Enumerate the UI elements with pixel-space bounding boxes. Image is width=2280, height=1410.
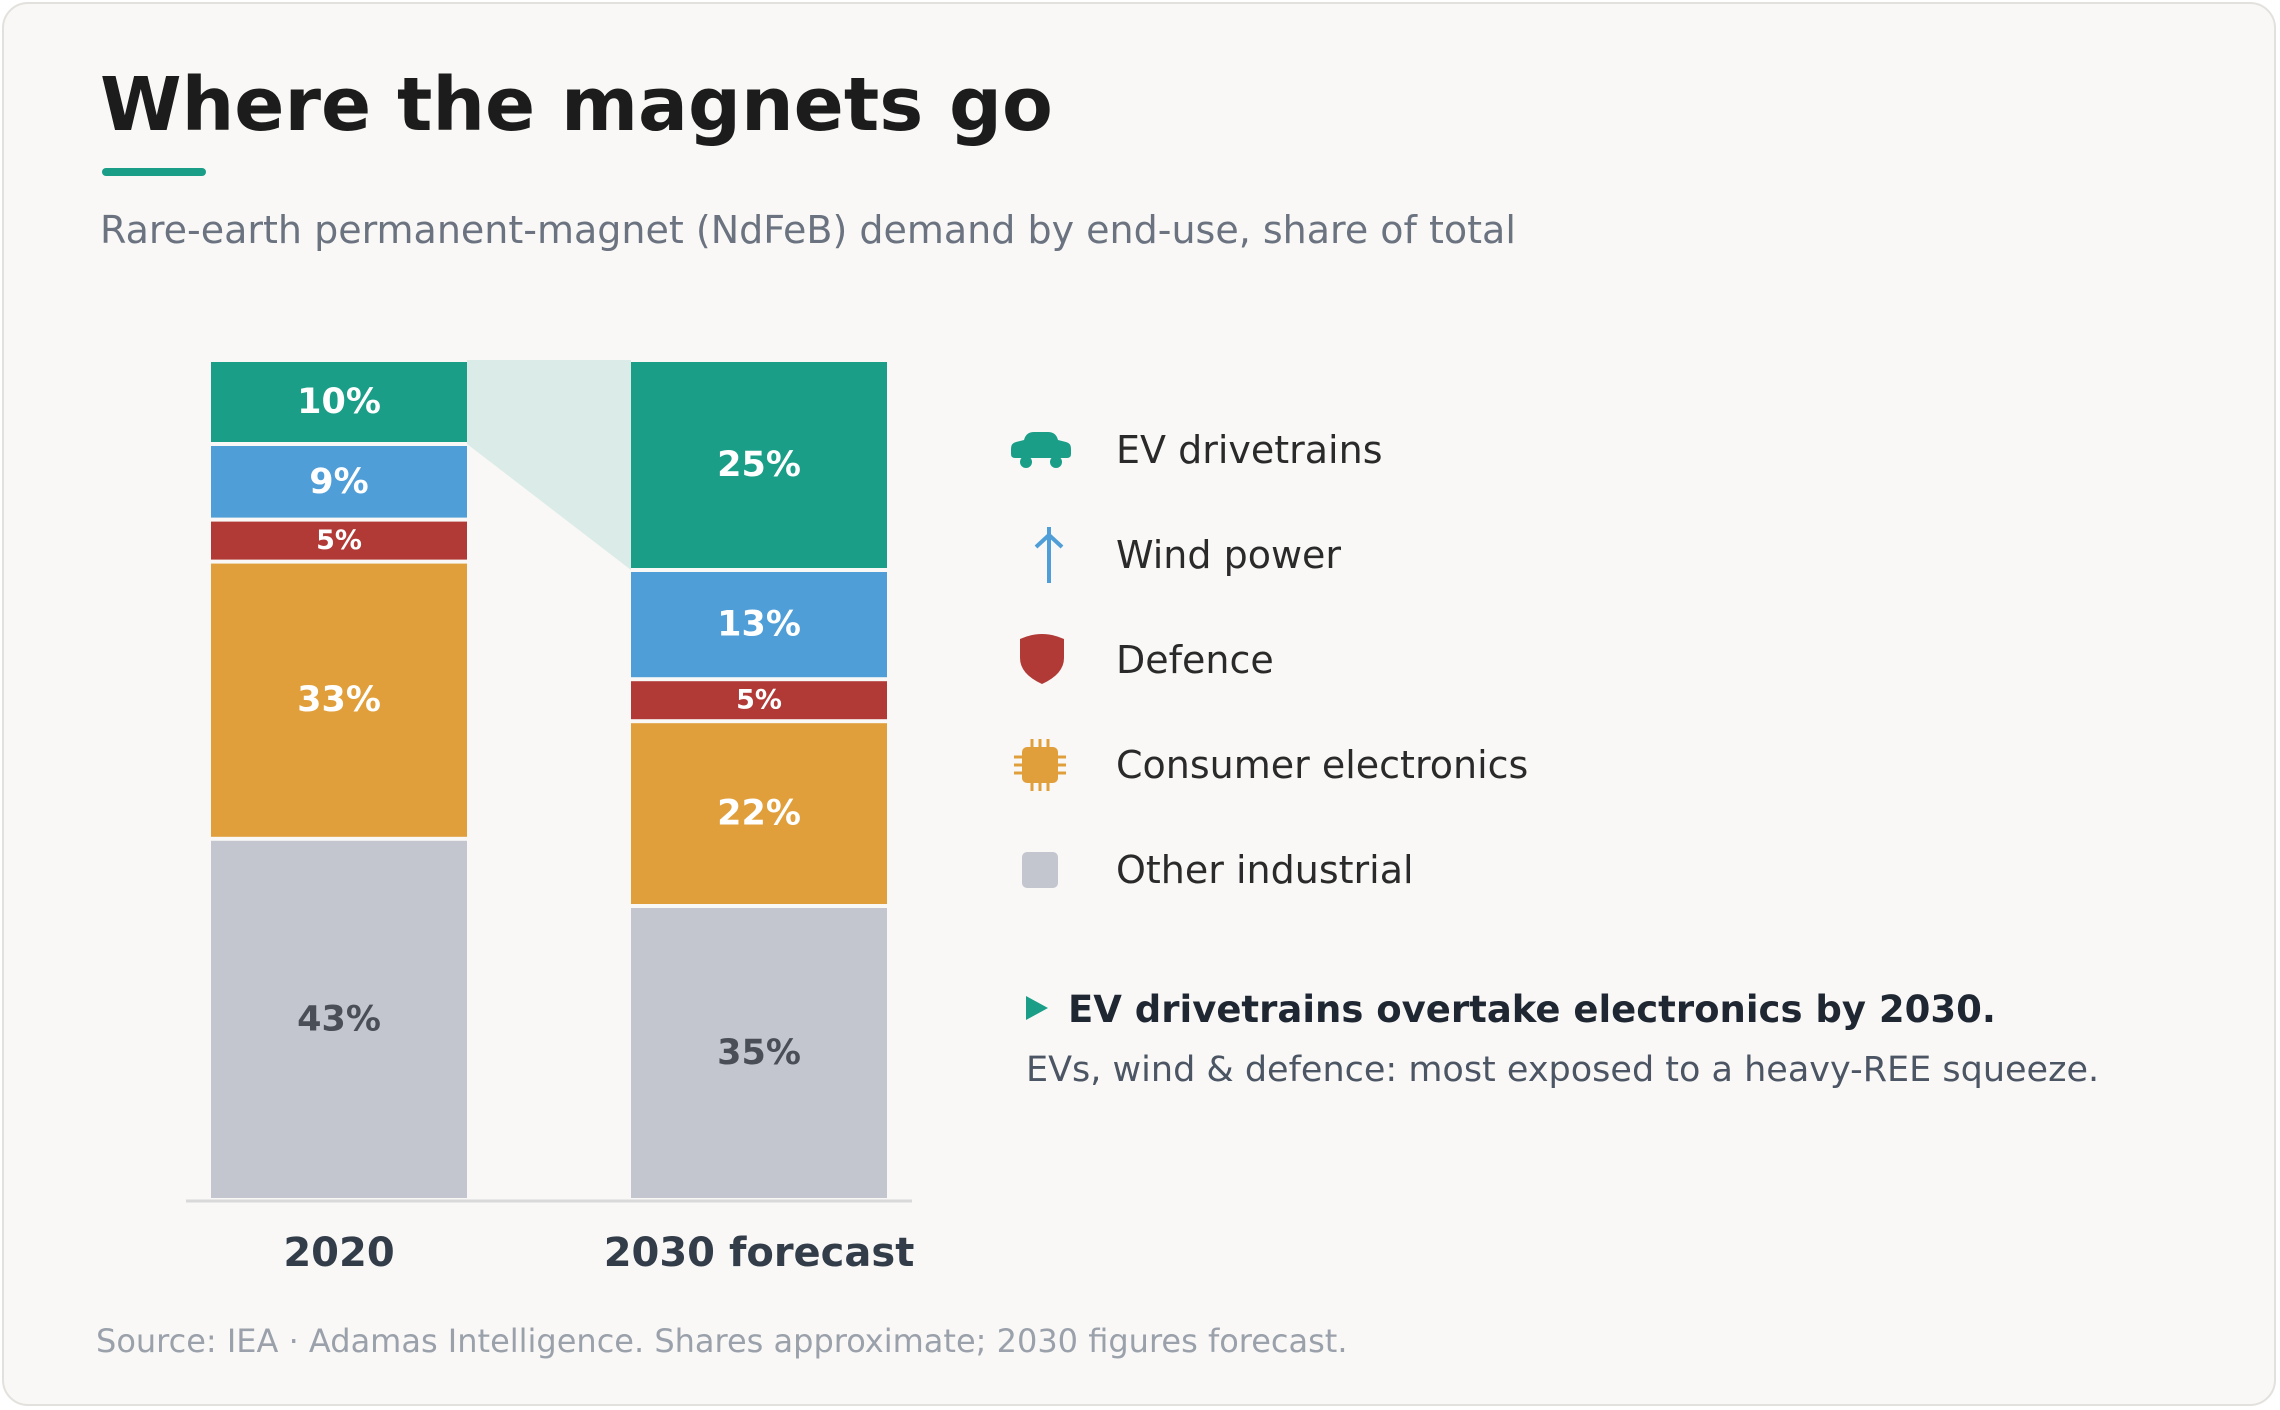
legend-label-electronics: Consumer electronics <box>1116 743 1529 787</box>
value-label-wind-1: 13% <box>717 605 801 645</box>
legend-item-ev: EV drivetrains <box>1010 420 1710 480</box>
value-label-electronics-0: 33% <box>297 680 381 720</box>
value-label-defence-0: 5% <box>316 525 362 556</box>
bar-segment-wind-1 <box>631 572 887 678</box>
legend-label-defence: Defence <box>1116 638 1274 682</box>
chart-title: Where the magnets go <box>100 62 1053 148</box>
legend-item-wind: Wind power <box>1010 525 1710 585</box>
legend-label-ev: EV drivetrains <box>1116 428 1383 472</box>
source-note: Source: IEA · Adamas Intelligence. Share… <box>96 1322 1348 1360</box>
connector-band-ev <box>467 360 631 570</box>
callout-headline: EV drivetrains overtake electronics by 2… <box>1026 988 1996 1031</box>
value-label-electronics-1: 22% <box>717 794 801 834</box>
legend-label-wind: Wind power <box>1116 533 1342 577</box>
value-label-ev-1: 25% <box>717 445 801 485</box>
legend-label-other: Other industrial <box>1116 848 1414 892</box>
bar-segment-other-1 <box>631 908 887 1198</box>
legend-item-electronics: Consumer electronics <box>1010 735 1710 795</box>
car-icon <box>1010 420 1090 480</box>
wind-turbine-icon <box>1010 525 1090 585</box>
chart-subtitle: Rare-earth permanent-magnet (NdFeB) dema… <box>100 208 1516 252</box>
category-label-0: 2020 <box>283 1230 394 1276</box>
callout-body: EVs, wind & defence: most exposed to a h… <box>1026 1050 2100 1090</box>
chip-icon <box>1010 735 1090 795</box>
value-label-wind-0: 9% <box>309 462 368 502</box>
value-label-other-1: 35% <box>717 1033 801 1073</box>
bar-segment-electronics-1 <box>631 723 887 904</box>
value-label-defence-1: 5% <box>736 685 782 716</box>
legend-item-other: Other industrial <box>1010 840 1710 900</box>
value-label-ev-0: 10% <box>297 382 381 422</box>
bar-segment-ev-1 <box>631 362 887 568</box>
shield-icon <box>1010 630 1090 690</box>
legend-item-defence: Defence <box>1010 630 1710 690</box>
triangle-right-icon <box>1026 995 1048 1024</box>
title-underline <box>102 168 206 176</box>
bar-segment-wind-0 <box>211 446 467 518</box>
callout-headline-text: EV drivetrains overtake electronics by 2… <box>1068 988 1996 1031</box>
square-icon <box>1010 840 1090 900</box>
category-label-1: 2030 forecast <box>604 1230 915 1276</box>
bar-segment-defence-1 <box>631 681 887 720</box>
bar-segment-defence-0 <box>211 521 467 560</box>
bar-segment-electronics-0 <box>211 563 467 837</box>
bar-segment-ev-0 <box>211 362 467 442</box>
bar-segment-other-0 <box>211 840 467 1198</box>
value-label-other-0: 43% <box>297 999 381 1039</box>
